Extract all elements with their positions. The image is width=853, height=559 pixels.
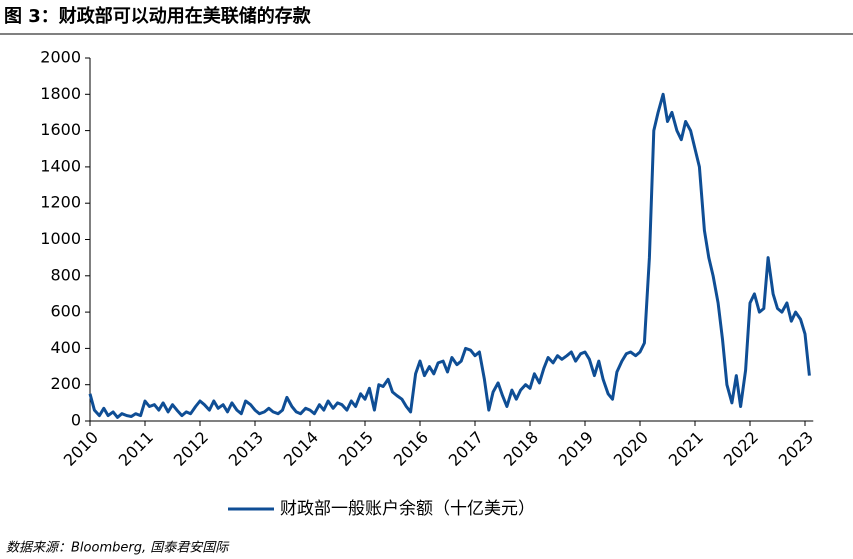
y-tick-label: 2000 (40, 48, 81, 67)
x-tick-label: 2011 (115, 428, 157, 470)
x-tick-label: 2012 (170, 428, 212, 470)
source-note: 数据来源：Bloomberg, 国泰君安国际 (6, 541, 230, 556)
y-tick-label: 1200 (40, 193, 81, 212)
y-tick-label: 0 (71, 411, 81, 430)
y-tick-label: 1000 (40, 229, 81, 248)
legend-label: 财政部一般账户余额（十亿美元） (280, 499, 535, 519)
x-tick-label: 2015 (335, 428, 377, 470)
x-tick-label: 2021 (665, 428, 707, 470)
x-tick-label: 2010 (60, 428, 102, 470)
x-tick-label: 2016 (390, 428, 432, 470)
x-tick-label: 2017 (445, 428, 487, 470)
x-tick-label: 2014 (280, 428, 322, 470)
y-tick-label: 1800 (40, 84, 81, 103)
x-tick-label: 2020 (610, 428, 652, 470)
y-tick-label: 200 (50, 374, 81, 393)
y-tick-label: 1400 (40, 156, 81, 175)
y-tick-label: 800 (50, 265, 81, 284)
x-tick-label: 2013 (225, 428, 267, 470)
data-line (88, 92, 811, 419)
y-tick-label: 1600 (40, 120, 81, 139)
y-tick-label: 600 (50, 302, 81, 321)
chart-title: 图 3：财政部可以动用在美联储的存款 (4, 5, 312, 27)
y-tick-label: 400 (50, 338, 81, 357)
x-tick-label: 2023 (775, 428, 817, 470)
x-tick-label: 2019 (555, 428, 597, 470)
x-tick-label: 2018 (500, 428, 542, 470)
x-tick-label: 2022 (720, 428, 762, 470)
